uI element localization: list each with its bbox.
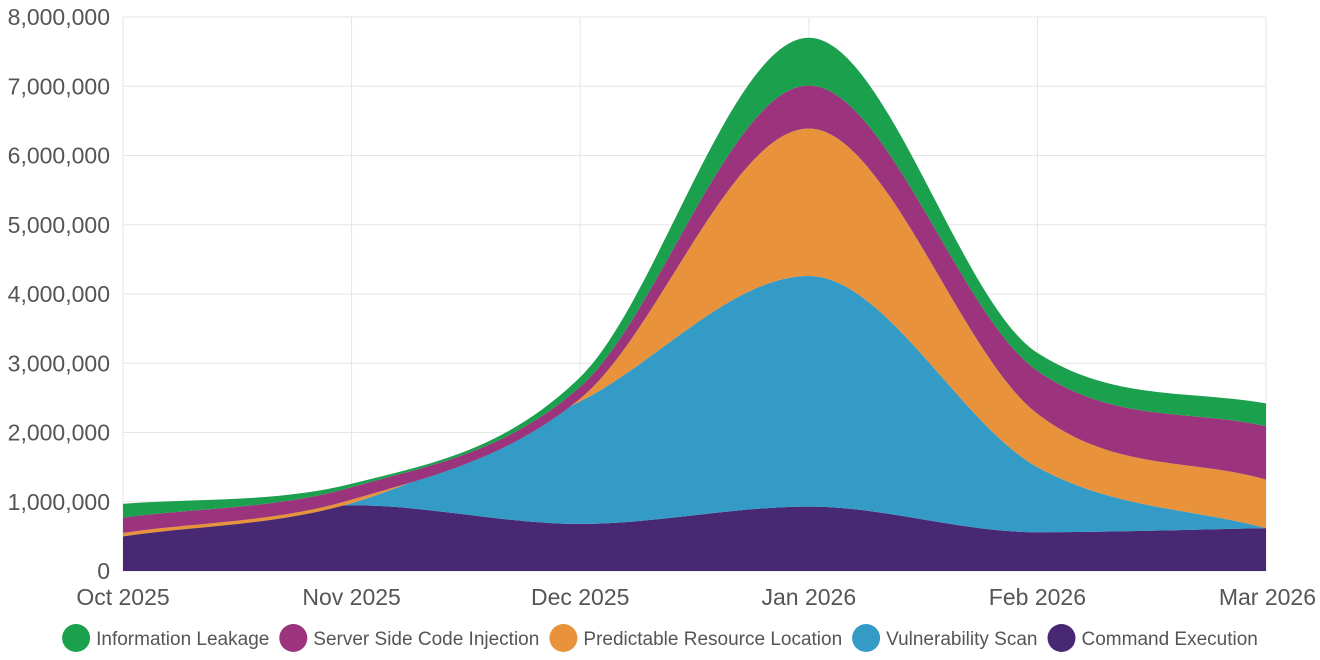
area-vulnerability-scan[interactable]: [123, 276, 1266, 537]
area-command-execution[interactable]: [123, 505, 1266, 571]
x-tick-label: Dec 2025: [531, 584, 629, 610]
legend-label: Information Leakage: [96, 629, 269, 650]
y-tick-label: 8,000,000: [8, 4, 110, 30]
x-tick-label: Oct 2025: [76, 584, 169, 610]
legend-label: Server Side Code Injection: [313, 629, 539, 650]
area-series: [123, 37, 1266, 571]
y-tick-label: 6,000,000: [8, 143, 110, 169]
y-tick-label: 4,000,000: [8, 281, 110, 307]
x-axis: Oct 2025 Nov 2025 Dec 2025 Jan 2026 Feb 2026…: [76, 584, 1316, 610]
legend-label: Command Execution: [1082, 629, 1258, 650]
x-tick-label: Feb 2026: [989, 584, 1086, 610]
legend-item-server-side-code-injection[interactable]: Server Side Code Injection: [279, 624, 539, 652]
y-tick-label: 7,000,000: [8, 73, 110, 99]
legend-swatch: [549, 624, 578, 652]
legend-item-information-leakage[interactable]: Information Leakage: [62, 624, 269, 652]
legend[interactable]: Information Leakage Server Side Code Inje…: [62, 624, 1258, 652]
x-tick-label: Jan 2026: [761, 584, 856, 610]
y-tick-label: 5,000,000: [8, 212, 110, 238]
legend-swatch: [279, 624, 308, 652]
x-tick-label: Nov 2025: [302, 584, 400, 610]
y-tick-label: 0: [97, 558, 110, 584]
legend-swatch: [62, 624, 91, 652]
area-predictable-resource-location[interactable]: [123, 128, 1266, 537]
legend-label: Predictable Resource Location: [583, 629, 842, 650]
x-tick-label: Mar 2026: [1219, 584, 1316, 610]
legend-label: Vulnerability Scan: [886, 629, 1037, 650]
y-tick-label: 1,000,000: [8, 489, 110, 515]
y-tick-label: 3,000,000: [8, 350, 110, 376]
legend-item-predictable-resource-location[interactable]: Predictable Resource Location: [549, 624, 842, 652]
y-axis: 0 1,000,000 2,000,000 3,000,000 4,000,000 5,0…: [8, 4, 110, 584]
legend-swatch: [852, 624, 881, 652]
legend-item-command-execution[interactable]: Command Execution: [1047, 624, 1258, 652]
legend-swatch: [1047, 624, 1076, 652]
y-tick-label: 2,000,000: [8, 420, 110, 446]
legend-item-vulnerability-scan[interactable]: Vulnerability Scan: [852, 624, 1037, 652]
